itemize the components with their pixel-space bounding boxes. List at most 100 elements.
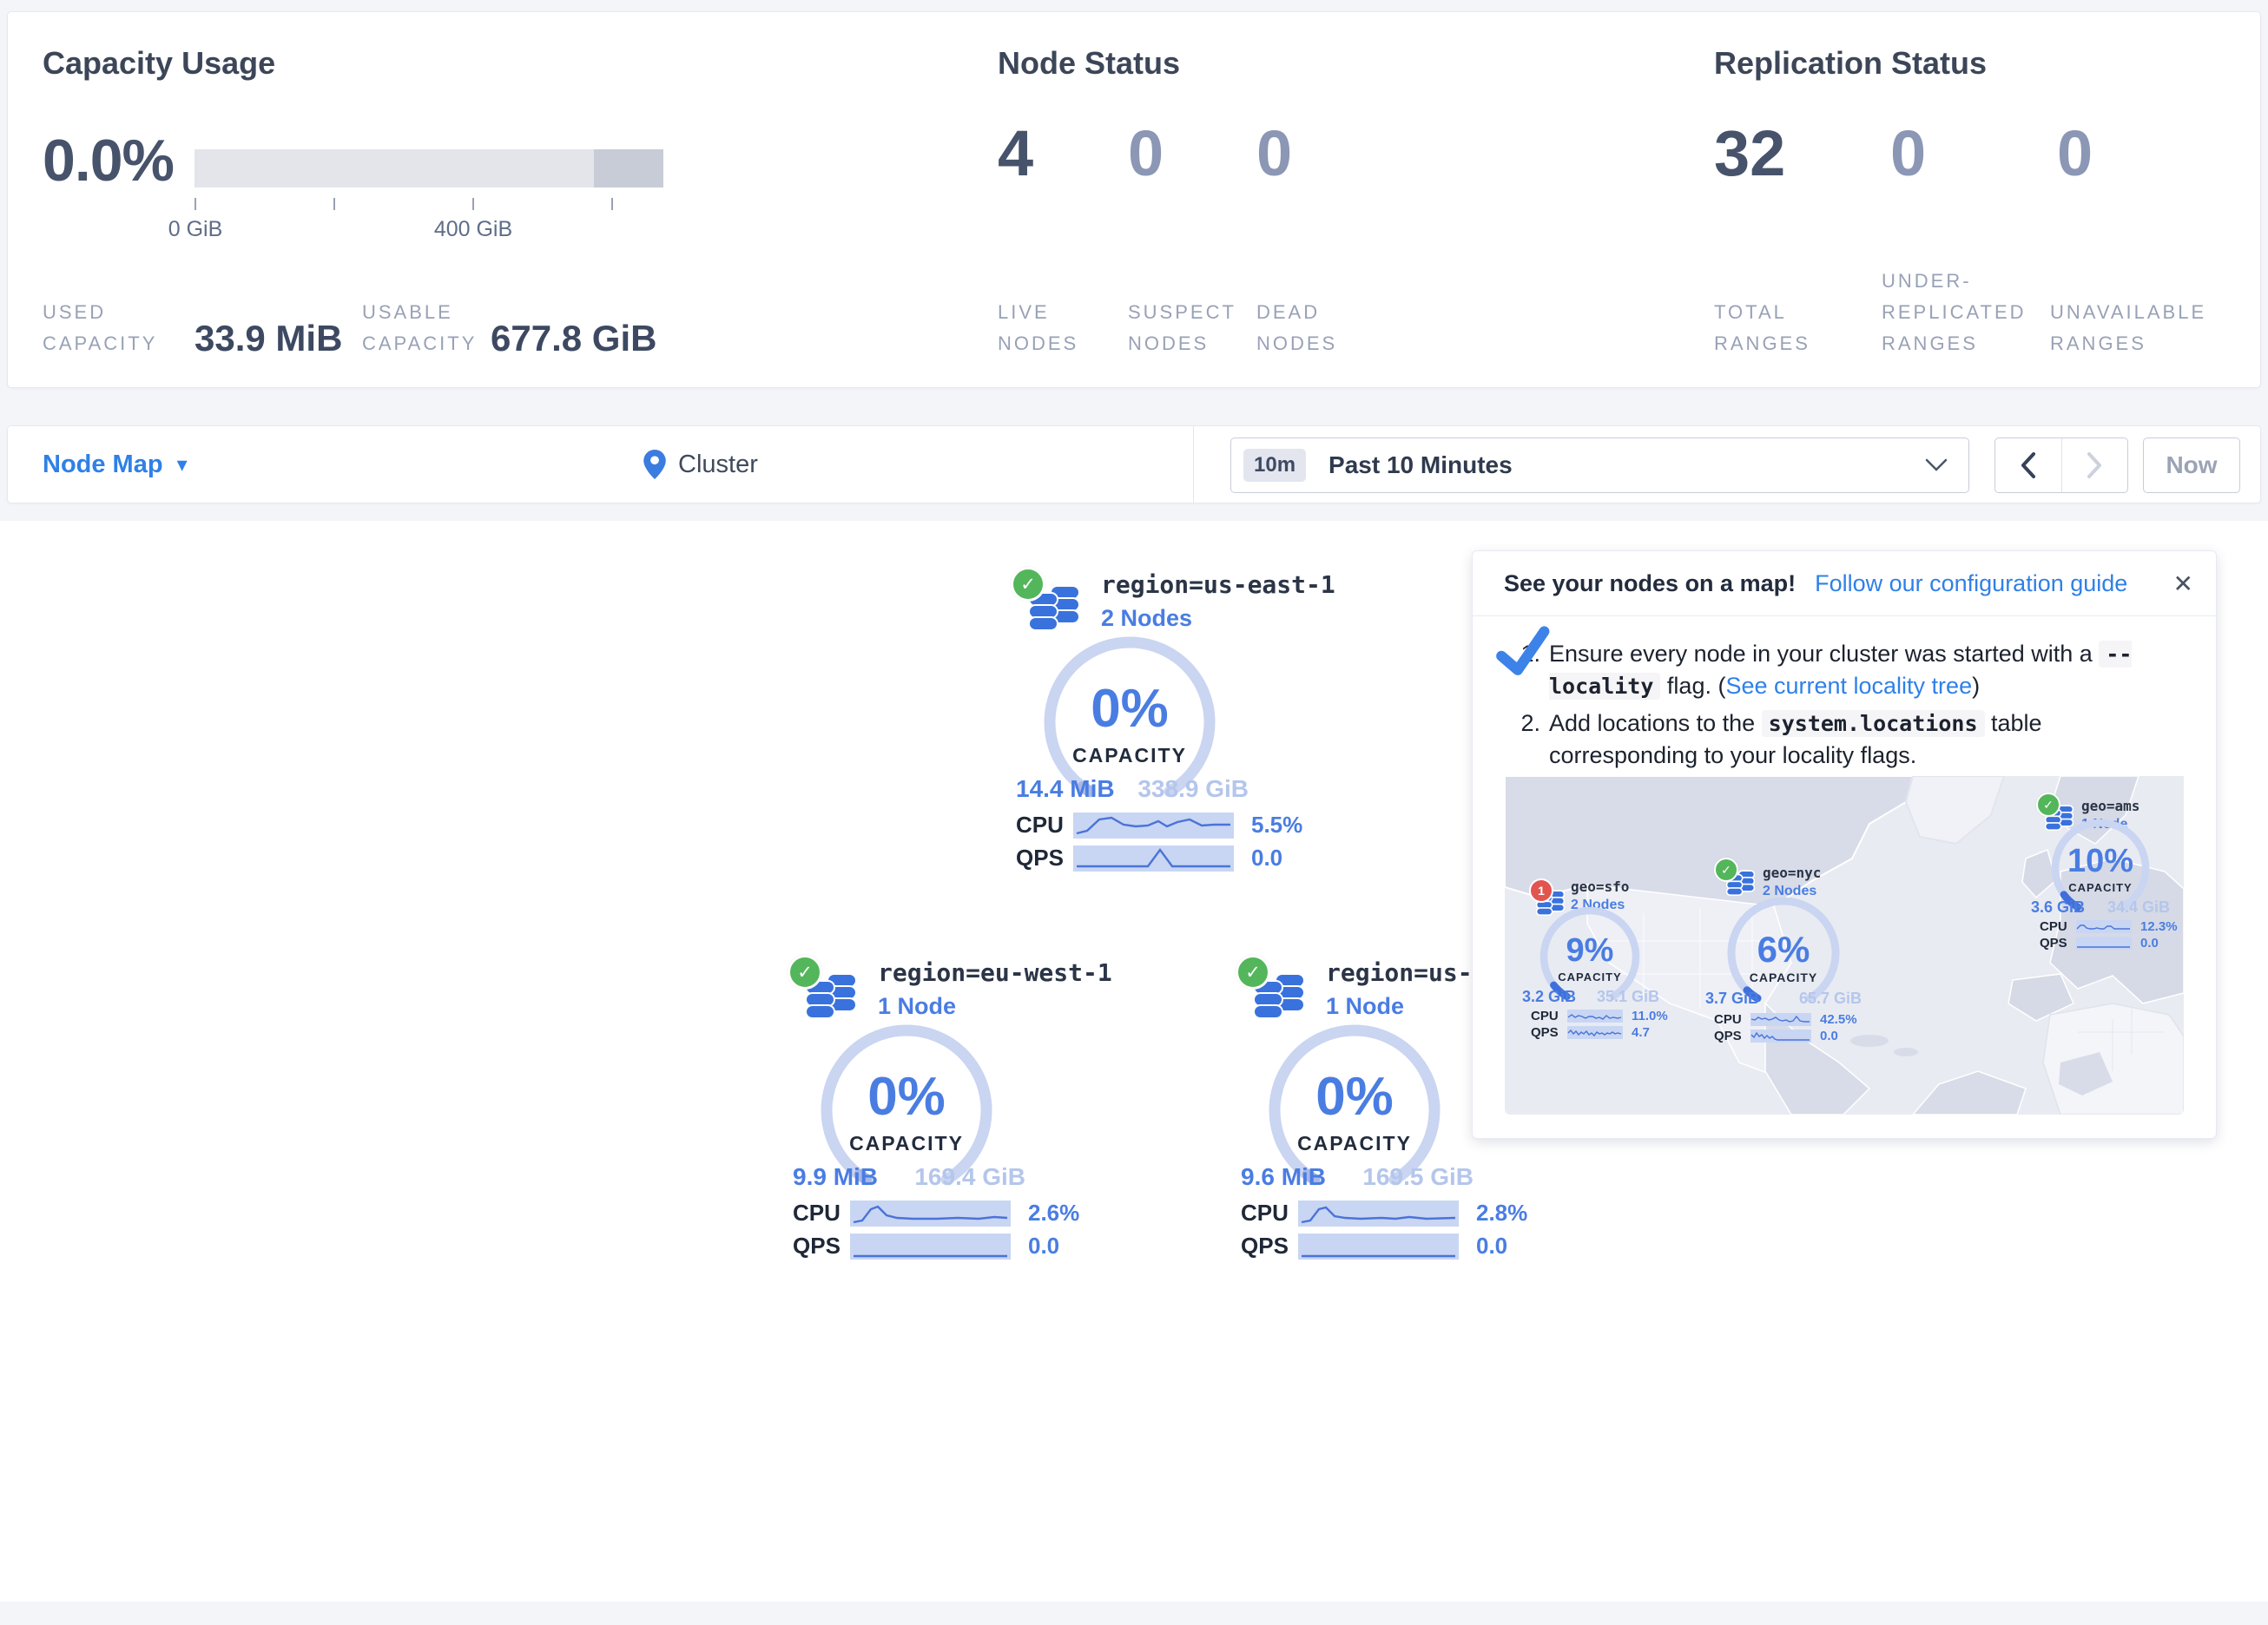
toolbar-divider — [1193, 426, 1194, 503]
chevron-down-icon — [1925, 458, 1948, 471]
cpu-label: CPU — [793, 1200, 841, 1226]
now-button[interactable]: Now — [2143, 438, 2240, 493]
geo-name: geo=sfo — [1571, 878, 1630, 895]
capacity-bar-used-segment — [594, 149, 663, 188]
geo-node-sfo: 1 geo=sfo 2 Nodes 9% — [1522, 878, 1703, 1040]
error-badge: 1 — [1529, 878, 1553, 903]
total-capacity: 65.7 GiB — [1798, 990, 1862, 1007]
popup-header: See your nodes on a map! Follow our conf… — [1473, 551, 2216, 616]
location-pin-icon — [643, 450, 666, 479]
healthy-check-icon: ✓ — [2036, 793, 2060, 817]
total-capacity: 169.4 GiB — [914, 1163, 1025, 1190]
qps-label: QPS — [1016, 845, 1064, 871]
qps-value: 0.0 — [1251, 845, 1283, 871]
used-capacity-label: USED CAPACITY — [43, 301, 158, 354]
cpu-value: 11.0% — [1632, 1009, 1668, 1023]
cpu-label: CPU — [2040, 919, 2067, 934]
capacity-percent: 0% — [1315, 1067, 1394, 1127]
close-icon[interactable]: ✕ — [2172, 569, 2193, 597]
time-step-forward-button[interactable] — [2062, 438, 2128, 492]
region-name: region=us-east-1 — [1101, 570, 1335, 599]
cpu-sparkline — [1750, 1013, 1811, 1026]
used-capacity: 3.7 GiB — [1705, 990, 1760, 1007]
cpu-value: 12.3% — [2140, 919, 2178, 934]
capacity-usage-title: Capacity Usage — [43, 45, 276, 81]
live-nodes-label: LIVE NODES — [998, 301, 1079, 354]
cpu-sparkline — [1298, 1200, 1459, 1227]
capacity-tick-label: 400 GiB — [433, 217, 513, 241]
axis-tick — [611, 198, 613, 210]
time-range-badge: 10m — [1243, 449, 1307, 482]
popup-step-1: 1. Ensure every node in your cluster was… — [1520, 641, 2133, 700]
database-stack-icon — [1028, 585, 1080, 631]
cluster-summary-panel: Capacity Usage 0.0% 0 GiB 400 GiB USED C… — [7, 11, 2261, 388]
used-capacity: 14.4 MiB — [1016, 775, 1115, 802]
qps-label: QPS — [1241, 1233, 1289, 1259]
capacity-gauge — [1539, 906, 1640, 1001]
used-capacity: 9.6 MiB — [1241, 1163, 1327, 1190]
qps-sparkline — [1567, 1026, 1623, 1039]
suspect-nodes-label: SUSPECT NODES — [1128, 301, 1236, 354]
time-step-back-button[interactable] — [1995, 438, 2062, 492]
cpu-value: 42.5% — [1820, 1012, 1857, 1027]
region-name: region=eu-west-1 — [878, 958, 1112, 987]
cpu-value: 2.8% — [1476, 1200, 1528, 1226]
cpu-value: 2.6% — [1028, 1200, 1080, 1226]
capacity-percent: 0% — [867, 1067, 946, 1127]
replication-status-title: Replication Status — [1714, 45, 1988, 81]
region-nodes-link[interactable]: 1 Node — [878, 993, 957, 1019]
popup-title: See your nodes on a map! — [1504, 569, 1797, 596]
database-stack-icon — [805, 973, 857, 1019]
capacity-gauge — [2051, 819, 2150, 911]
used-capacity: 9.9 MiB — [793, 1163, 879, 1190]
cpu-label: CPU — [1531, 1009, 1559, 1023]
geo-name: geo=nyc — [1763, 865, 1822, 881]
capacity-label: CAPACITY — [2068, 881, 2133, 894]
chevron-left-icon — [2021, 452, 2035, 478]
dead-nodes-count: 0 — [1256, 117, 1293, 189]
map-config-popup: See your nodes on a map! Follow our conf… — [1472, 550, 2217, 1139]
geo-nodes-link[interactable]: 2 Nodes — [1763, 884, 1817, 898]
qps-sparkline — [1298, 1233, 1459, 1260]
popup-step-2: 2. Add locations to the system.locations… — [1520, 710, 2042, 768]
capacity-label: CAPACITY — [1072, 744, 1187, 766]
capacity-gauge — [1269, 1024, 1441, 1186]
cpu-sparkline — [1073, 812, 1234, 839]
axis-tick — [472, 198, 474, 210]
qps-sparkline — [2076, 937, 2132, 950]
capacity-label: CAPACITY — [1558, 970, 1622, 984]
dead-nodes-label: DEAD NODES — [1256, 301, 1338, 354]
under-replicated-count: 0 — [1890, 117, 1927, 189]
chevron-right-icon — [2087, 452, 2102, 478]
time-range-value: Past 10 Minutes — [1328, 451, 1513, 478]
qps-sparkline — [850, 1233, 1011, 1260]
live-nodes-count: 4 — [998, 117, 1034, 189]
usable-capacity-value: 677.8 GiB — [491, 318, 657, 359]
caret-down-icon: ▾ — [176, 452, 188, 477]
view-selector[interactable]: Node Map ▾ — [43, 426, 188, 503]
region-nodes-link[interactable]: 1 Node — [1326, 993, 1405, 1019]
total-ranges-label: TOTAL RANGES — [1714, 301, 1810, 354]
example-map: 1 geo=sfo 2 Nodes 9% — [1505, 776, 2184, 1115]
capacity-bar-track — [194, 149, 663, 188]
axis-tick — [194, 198, 196, 210]
qps-label: QPS — [793, 1233, 841, 1259]
healthy-check-icon: ✓ — [1714, 858, 1738, 882]
configuration-guide-link[interactable]: Follow our configuration guide — [1815, 569, 2128, 596]
region-nodes-link[interactable]: 2 Nodes — [1101, 605, 1193, 631]
capacity-usage-bar: 0 GiB 400 GiB — [168, 149, 663, 245]
qps-sparkline — [1073, 845, 1234, 872]
suspect-nodes-count: 0 — [1128, 117, 1164, 189]
capacity-label: CAPACITY — [1297, 1132, 1412, 1155]
capacity-percent: 6% — [1757, 929, 1810, 970]
qps-value: 0.0 — [2140, 936, 2159, 951]
time-range-select[interactable]: 10m Past 10 Minutes — [1230, 438, 1969, 493]
qps-sparkline — [1750, 1030, 1811, 1043]
locality-tree-link[interactable]: See current locality tree — [1725, 673, 1973, 699]
qps-label: QPS — [1714, 1029, 1742, 1043]
breadcrumb[interactable]: Cluster — [643, 426, 758, 503]
healthy-check-icon: ✓ — [1236, 955, 1270, 990]
healthy-check-icon: ✓ — [788, 955, 822, 990]
time-step-arrows — [1994, 438, 2128, 493]
step-complete-check-icon — [1496, 626, 1550, 675]
